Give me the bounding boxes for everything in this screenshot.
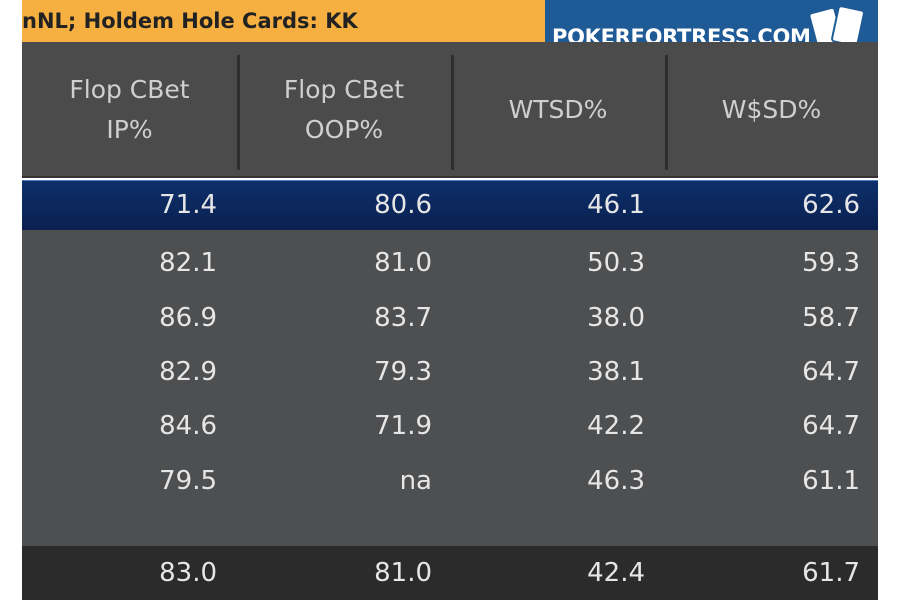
cell: 46.1: [587, 190, 645, 220]
table-header: [22, 42, 878, 178]
cell: 81.0: [374, 248, 432, 278]
cell: 61.1: [802, 466, 860, 496]
column-label: W$SD%: [721, 95, 822, 124]
logo-icon: [808, 5, 865, 50]
column-header: W$SD%: [665, 42, 878, 178]
cell: 59.3: [802, 248, 860, 278]
total-row: [22, 546, 878, 600]
cell: 42.2: [587, 411, 645, 441]
cell: 83.7: [374, 303, 432, 333]
cell: 79.3: [374, 357, 432, 387]
card: [831, 5, 865, 47]
column-separator: [451, 55, 454, 170]
cell: 38.0: [587, 303, 645, 333]
column-separator: [665, 55, 668, 170]
cell: 50.3: [587, 248, 645, 278]
cell: 86.9: [159, 303, 217, 333]
column-header: WTSD%: [451, 42, 665, 178]
cell: 46.3: [587, 466, 645, 496]
cell: 71.9: [374, 411, 432, 441]
column-separator: [237, 55, 240, 170]
column-header: Flop CBet IP%: [22, 42, 237, 178]
total-cell: 61.7: [802, 558, 860, 588]
cell: na: [399, 466, 432, 496]
cell: 79.5: [159, 466, 217, 496]
cell: 58.7: [802, 303, 860, 333]
cell: 82.1: [159, 248, 217, 278]
selected-row: [22, 180, 878, 230]
table-body: [22, 180, 878, 546]
cell: 84.6: [159, 411, 217, 441]
title: nNL; Holdem Hole Cards: KK: [22, 9, 358, 33]
cell: 38.1: [587, 357, 645, 387]
cell: 71.4: [159, 190, 217, 220]
column-header: Flop CBet OOP%: [237, 42, 451, 178]
cell: 62.6: [802, 190, 860, 220]
total-cell: 81.0: [374, 558, 432, 588]
column-label: Flop CBet OOP%: [283, 75, 405, 144]
column-label: WTSD%: [508, 95, 608, 124]
total-cell: 42.4: [587, 558, 645, 588]
cell: 82.9: [159, 357, 217, 387]
cell: 64.7: [802, 411, 860, 441]
cell: 64.7: [802, 357, 860, 387]
column-label: Flop CBet IP%: [69, 75, 190, 144]
total-cell: 83.0: [159, 558, 217, 588]
cell: 80.6: [374, 190, 432, 220]
